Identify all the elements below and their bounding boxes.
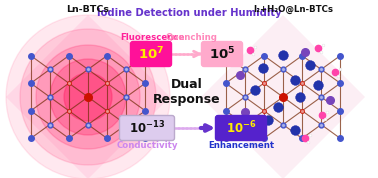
Circle shape <box>36 45 140 149</box>
Text: Dual
Response: Dual Response <box>153 78 221 106</box>
Text: $\mathbf{10^7}$: $\mathbf{10^7}$ <box>138 46 164 62</box>
Text: Fluorescence: Fluorescence <box>120 33 184 43</box>
Circle shape <box>50 59 126 135</box>
Text: $\mathbf{10^{-6}}$: $\mathbf{10^{-6}}$ <box>226 120 256 136</box>
Circle shape <box>6 15 170 178</box>
FancyBboxPatch shape <box>201 41 243 67</box>
Text: $\mathbf{10^5}$: $\mathbf{10^5}$ <box>209 46 235 62</box>
Polygon shape <box>201 15 365 178</box>
Text: I₂+H₂O@Ln-BTCs: I₂+H₂O@Ln-BTCs <box>253 5 333 14</box>
Text: $\mathbf{10^{-13}}$: $\mathbf{10^{-13}}$ <box>129 120 165 136</box>
Text: Quenching: Quenching <box>166 33 218 43</box>
Text: Iodine Detection under Humidity: Iodine Detection under Humidity <box>97 8 281 18</box>
Circle shape <box>64 73 112 121</box>
Polygon shape <box>6 15 170 178</box>
Text: Ln-BTCs: Ln-BTCs <box>67 5 110 14</box>
Text: Enhancement: Enhancement <box>208 141 274 150</box>
FancyBboxPatch shape <box>119 116 175 140</box>
FancyBboxPatch shape <box>215 116 266 140</box>
Circle shape <box>20 29 156 165</box>
FancyBboxPatch shape <box>130 41 172 67</box>
Text: Conductivity: Conductivity <box>116 141 178 150</box>
